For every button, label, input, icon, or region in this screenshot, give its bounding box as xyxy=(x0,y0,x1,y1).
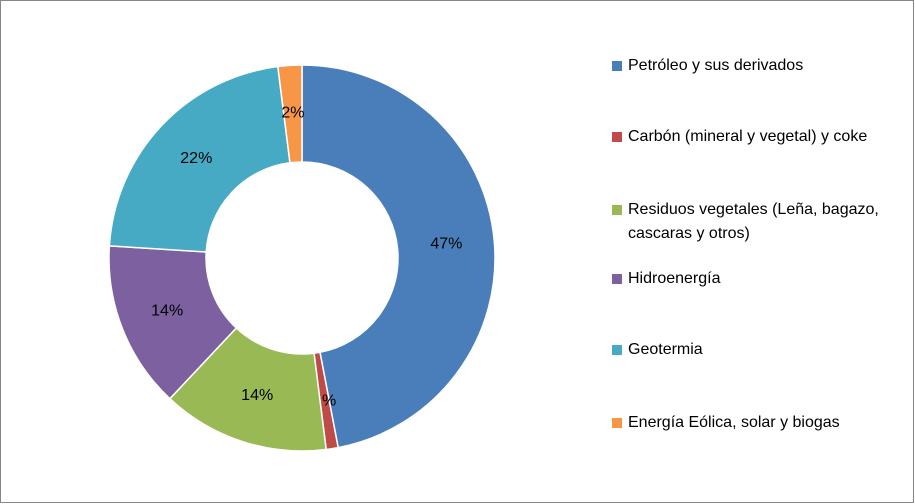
data-label: 14% xyxy=(241,387,273,404)
legend-item: Energía Eólica, solar y biogas xyxy=(612,411,908,435)
legend-swatch xyxy=(612,274,622,284)
legend-swatch xyxy=(612,418,622,428)
legend-label: Geotermia xyxy=(628,341,703,358)
donut-segment xyxy=(301,64,496,449)
data-label: 47% xyxy=(430,236,462,253)
legend-item: Residuos vegetales (Leña, bagazo, cascar… xyxy=(612,198,908,246)
data-label: 2% xyxy=(281,105,304,122)
data-label: 14% xyxy=(151,303,183,320)
legend-swatch xyxy=(612,132,622,142)
legend-label: Energía Eólica, solar y biogas xyxy=(628,414,840,431)
legend-item: Geotermia xyxy=(612,338,908,362)
legend-item: Hidroenergía xyxy=(612,267,908,291)
legend-item: Petróleo y sus derivados xyxy=(612,54,908,78)
donut-segment xyxy=(276,64,303,164)
legend-swatch xyxy=(612,205,622,215)
legend-label: Carbón (mineral y vegetal) y coke xyxy=(628,128,868,145)
legend-swatch xyxy=(612,61,622,71)
legend-swatch xyxy=(612,345,622,355)
legend-label: Residuos vegetales (Leña, bagazo, cascar… xyxy=(628,201,879,242)
donut-segment xyxy=(108,65,291,253)
legend-label: Hidroenergía xyxy=(628,270,721,287)
legend-item: Carbón (mineral y vegetal) y coke xyxy=(612,125,908,149)
legend-label: Petróleo y sus derivados xyxy=(628,57,804,74)
data-label: 22% xyxy=(180,150,212,167)
